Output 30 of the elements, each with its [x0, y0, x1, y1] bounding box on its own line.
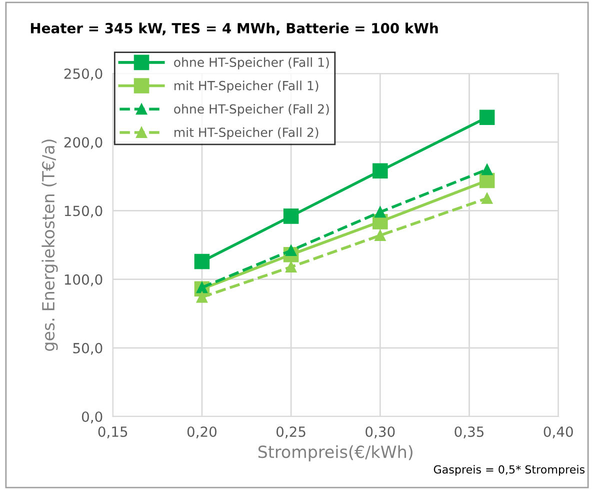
legend-label: mit HT-Speicher (Fall 2) [174, 127, 318, 140]
text: Gaspreis = 0,5* Strompreis [434, 465, 585, 476]
x-tick-label: 0,15 [98, 426, 128, 438]
point [479, 110, 495, 126]
y-tick-label: 150,0 [64, 206, 102, 218]
point [196, 292, 208, 303]
point [374, 230, 386, 241]
point [482, 192, 493, 204]
x-tick-label: 0,20 [187, 426, 216, 438]
y-axis-title: ges. Energiekosten (T€/a) [42, 140, 58, 351]
y-tick-label: 0,0 [82, 411, 102, 424]
y-tick-label: 250,0 [64, 68, 102, 80]
point [374, 206, 386, 218]
y-tick-label: 100,0 [64, 274, 102, 286]
legend-label: ohne HT-Speicher (Fall 2) [174, 104, 329, 116]
point [482, 164, 493, 176]
x-tick-label: 0,35 [454, 426, 484, 438]
legend-label: mit HT-Speicher (Fall 1) [174, 80, 318, 93]
point [372, 163, 388, 179]
y-tick-label: 200,0 [64, 137, 102, 149]
point [194, 254, 210, 270]
x-tick-label: 0,40 [544, 426, 573, 438]
x-tick-label: 0,25 [276, 426, 306, 438]
point [283, 208, 299, 224]
chart-title: Heater = 345 kW, TES = 4 MWh, Batterie = 100 kWh [30, 22, 438, 36]
point [286, 261, 297, 273]
x-tick-label: 0,30 [366, 426, 395, 438]
legend-label: ohne HT-Speicher (Fall 1) [174, 57, 329, 70]
x-axis-title: Strompreis(€/kWh) [258, 445, 412, 462]
y-tick-label: 50,0 [73, 342, 102, 355]
